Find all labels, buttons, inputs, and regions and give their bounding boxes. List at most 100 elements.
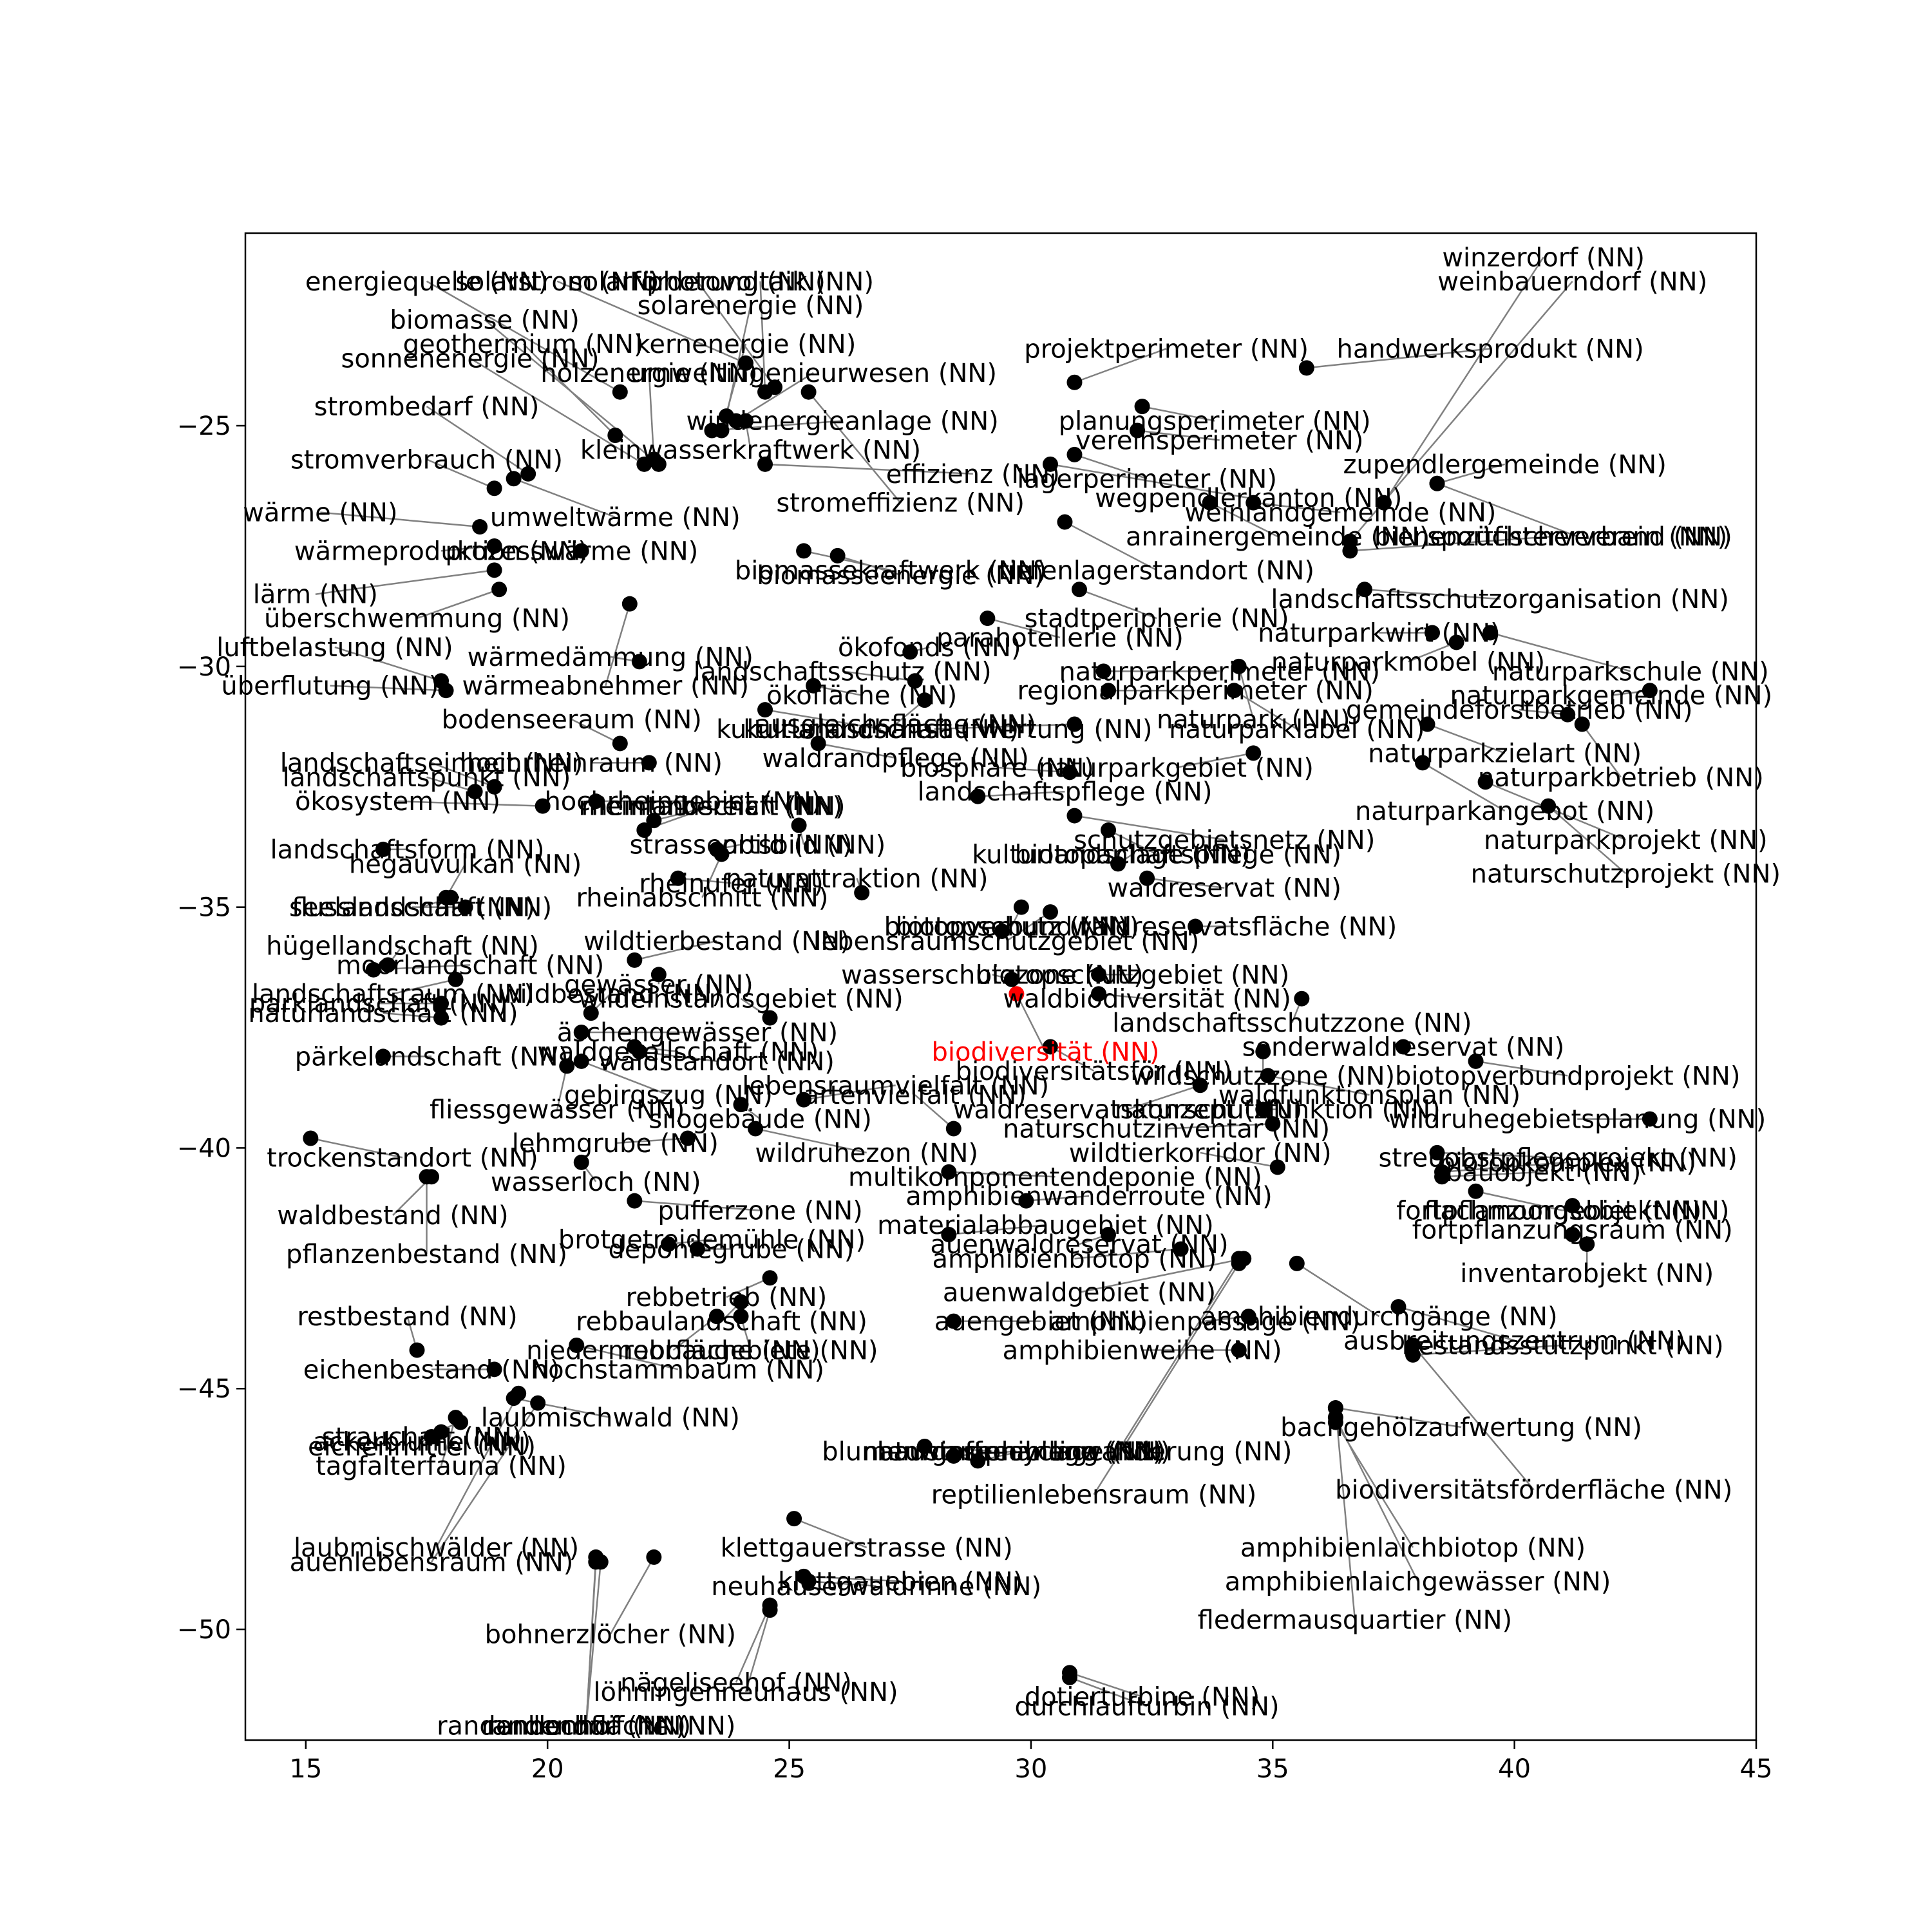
point-label: tiefenlagerstandort (NN) <box>999 556 1314 585</box>
point-label: waldgesellschaft (NN) <box>537 1037 819 1067</box>
data-points <box>303 355 1658 1685</box>
point-label: wärmedämmung (NN) <box>468 643 753 672</box>
point-label: sonnenenergie (NN) <box>341 344 599 374</box>
point-label: ortsbild (NN) <box>722 830 886 860</box>
data-point <box>757 702 773 718</box>
point-label: trockenstandort (NN) <box>267 1143 538 1173</box>
point-label: parklandschaft (NN) <box>249 989 507 1019</box>
point-label: waldfunktionsplan (NN) <box>1218 1081 1520 1110</box>
data-point <box>1101 1227 1117 1243</box>
point-label: pflanzenbestand (NN) <box>286 1240 567 1269</box>
point-label: dotierturbine (NN) <box>1025 1683 1260 1712</box>
point-label: fliessgewässer (NN) <box>430 1095 685 1125</box>
data-point <box>486 779 502 795</box>
point-label: bauobjekt (NN) <box>1446 1158 1641 1188</box>
data-point <box>791 817 807 833</box>
data-point <box>1564 1227 1580 1243</box>
point-label: amphibienpassage (NN) <box>1050 1307 1360 1337</box>
data-point <box>762 1602 778 1618</box>
leader-line <box>334 646 442 682</box>
leader-line <box>615 1137 688 1144</box>
y-tick-label: −40 <box>177 1133 231 1163</box>
leader-line <box>1050 1046 1095 1072</box>
y-tick-label: −30 <box>177 652 231 682</box>
data-point <box>583 1005 599 1021</box>
leader-line <box>837 554 901 576</box>
point-label: strombedarf (NN) <box>314 392 540 422</box>
highlight-point <box>1009 986 1025 1002</box>
point-label: hochrheinraum (NN) <box>460 748 723 778</box>
point-label: rheintalbereich (NN) <box>581 792 842 822</box>
data-point <box>1255 1043 1271 1059</box>
point-label: tagfalterfauna (NN) <box>316 1452 567 1481</box>
point-label: wärmeproduktion (NN) <box>294 536 588 566</box>
point-label: randenhof (NN) <box>487 1712 686 1741</box>
data-point <box>1405 1337 1421 1353</box>
point-label: naturparkwirt (NN) <box>1258 619 1501 649</box>
data-point <box>1425 625 1441 641</box>
leader-line <box>803 1084 896 1101</box>
point-label: lärm (NN) <box>253 580 378 610</box>
leader-line <box>1069 1672 1142 1698</box>
point-label: naturparkperimeter (NN) <box>1059 657 1380 687</box>
data-point <box>419 1169 435 1185</box>
data-point <box>612 384 628 400</box>
data-point <box>511 1385 527 1401</box>
data-point <box>573 1154 589 1170</box>
point-label: laubmischwald (NN) <box>481 1403 740 1433</box>
data-point <box>1564 1198 1580 1214</box>
data-point <box>1429 1144 1445 1160</box>
point-label: biotopschutzgebiet (NN) <box>976 960 1289 990</box>
point-label: gemeindeforstbetrieb (NN) <box>1346 696 1693 725</box>
leader-line <box>1383 256 1544 504</box>
data-point <box>1110 856 1126 872</box>
data-point <box>1419 716 1435 732</box>
data-point <box>689 1241 705 1257</box>
point-label: amphibienlaichgewässer (NN) <box>1225 1567 1611 1596</box>
leader-line <box>818 743 896 759</box>
leader-line <box>1490 632 1631 672</box>
point-label: waldstandort (NN) <box>599 1047 835 1077</box>
leader-line <box>1074 348 1167 383</box>
data-point <box>1468 1183 1484 1199</box>
point-label: überschwemmung (NN) <box>264 604 570 634</box>
data-point <box>1192 1077 1208 1094</box>
point-label: ausbreitungszentrum (NN) <box>1343 1326 1685 1356</box>
point-label: strauchart (NN) <box>322 1423 522 1452</box>
data-point <box>627 952 643 968</box>
y-axis: −25 −30 −35 −40 −45 −50 <box>177 412 245 1645</box>
point-label: wärmeabnehmer (NN) <box>462 672 750 701</box>
point-label: winzerdorf (NN) <box>1442 243 1645 272</box>
point-label: wildruhegebietsplanung (NN) <box>1388 1105 1766 1135</box>
point-label: bohnerzlöcher (NN) <box>485 1620 736 1650</box>
data-point <box>472 519 488 535</box>
point-label: brotgetreidemühle (NN) <box>558 1225 866 1255</box>
leader-line <box>397 800 543 807</box>
leader-line <box>426 280 621 393</box>
data-point <box>1298 360 1314 376</box>
data-point <box>1003 971 1019 987</box>
point-label: effizienz (NN) <box>886 460 1060 489</box>
data-point <box>1231 1342 1247 1358</box>
point-label: planungsperimeter (NN) <box>1059 407 1371 437</box>
point-label: naturschutzfunktion (NN) <box>1115 1095 1441 1125</box>
data-point <box>670 870 686 886</box>
leader-line <box>639 1050 717 1063</box>
leader-line <box>1296 1262 1380 1318</box>
data-point <box>380 957 396 973</box>
leader-line <box>1412 1345 1535 1491</box>
leader-line <box>1079 1258 1244 1293</box>
data-point <box>467 784 483 800</box>
leader-line <box>1475 1190 1563 1211</box>
leader-line <box>726 1277 771 1298</box>
data-point <box>854 885 870 901</box>
point-label: naturparklabel (NN) <box>1169 715 1425 744</box>
data-point <box>1061 1669 1077 1685</box>
data-point <box>733 1309 749 1325</box>
data-point <box>486 538 502 554</box>
point-label: ausgleichsfläche (NN) <box>755 710 1036 740</box>
point-label: lagerperimeter (NN) <box>1017 464 1277 494</box>
data-point <box>994 923 1010 940</box>
x-tick-label: 20 <box>531 1754 564 1784</box>
data-point <box>1240 1309 1256 1325</box>
